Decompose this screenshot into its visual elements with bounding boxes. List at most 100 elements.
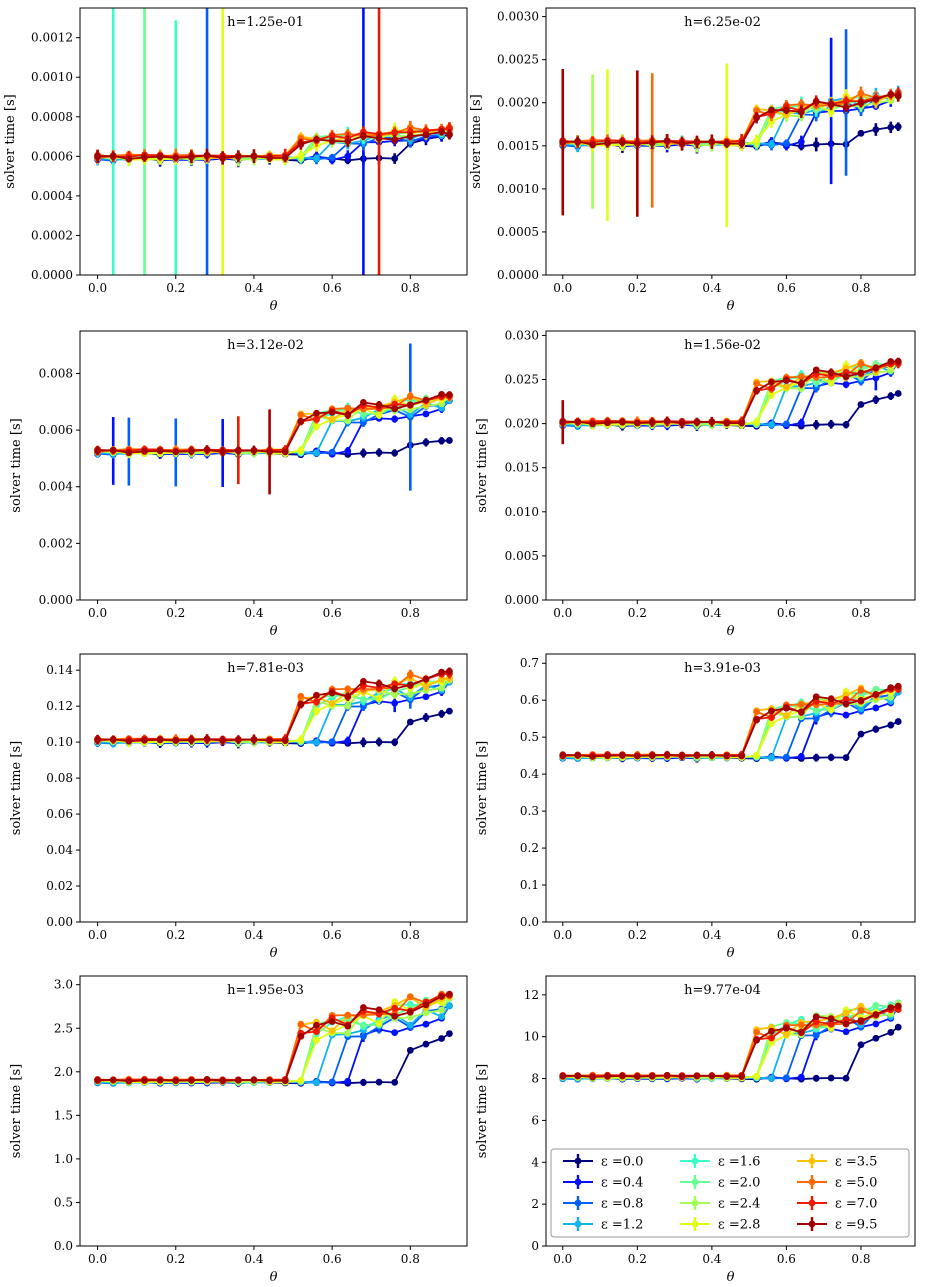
data-point <box>438 128 445 136</box>
data-point <box>297 140 305 148</box>
series-eps-0.0 <box>559 1023 902 1083</box>
data-point <box>446 707 453 715</box>
y-tick-label: 0.04 <box>46 843 73 857</box>
data-point <box>406 132 414 140</box>
y-tick-label: 0.0005 <box>497 225 539 239</box>
y-tick-label: 0.0006 <box>31 149 73 163</box>
series-eps-9.5 <box>559 1002 902 1081</box>
subplot-2: 0.0 0.2 0.4 0.6 0.8 θ 0.0000 0.0005 0.0010 0.0015… <box>469 7 916 314</box>
panel-title: h=1.25e-01 <box>227 15 304 30</box>
plot-area <box>559 682 902 763</box>
data-point <box>812 1074 820 1082</box>
subplot-4: 0.0 0.2 0.4 0.6 0.8 θ 0.000 0.005 0.010 0.015 0.02… <box>475 328 916 639</box>
data-point <box>109 1076 117 1084</box>
data-point <box>313 1078 320 1086</box>
data-point <box>797 1021 805 1029</box>
data-point <box>768 140 775 148</box>
x-axis-label: θ <box>270 946 278 961</box>
series-eps-0.0 <box>559 121 902 154</box>
x-tick-label: 0.4 <box>244 928 263 942</box>
subplot-5: 0.0 0.2 0.4 0.6 0.8 θ 0.00 0.02 0.04 0.06 0.08 0.10… <box>9 653 468 961</box>
x-tick-label: 0.2 <box>166 606 185 620</box>
data-point <box>156 1076 164 1084</box>
data-point <box>872 1034 880 1042</box>
data-point <box>812 421 820 429</box>
data-point <box>827 379 835 387</box>
data-point <box>446 391 453 399</box>
data-point <box>328 154 336 161</box>
data-point <box>797 1073 805 1081</box>
data-point <box>827 1020 835 1028</box>
data-point <box>708 751 716 759</box>
series-eps-7.0 <box>559 685 902 760</box>
data-point <box>797 373 805 381</box>
data-point <box>446 125 453 133</box>
data-point <box>827 108 835 116</box>
y-tick-label: 0.7 <box>520 656 539 670</box>
data-point <box>857 89 865 97</box>
data-point <box>857 1007 865 1014</box>
data-point <box>574 138 582 145</box>
data-point <box>872 126 880 133</box>
series-eps-2.8 <box>94 8 453 275</box>
data-point <box>406 671 414 678</box>
plot-area <box>559 29 902 228</box>
data-point <box>693 138 701 146</box>
data-point <box>753 107 760 115</box>
data-point <box>812 384 820 392</box>
data-point <box>313 415 320 423</box>
series-eps-9.5 <box>559 682 902 761</box>
data-point <box>768 707 775 715</box>
data-point <box>297 1076 305 1084</box>
data-point <box>894 92 902 100</box>
data-point <box>887 721 895 729</box>
data-point <box>827 706 835 714</box>
data-point <box>827 1074 835 1082</box>
data-point <box>797 138 805 146</box>
data-point <box>313 698 320 706</box>
data-point <box>753 387 760 395</box>
x-tick-label: 0.8 <box>401 928 420 942</box>
data-point <box>783 704 790 712</box>
data-point <box>768 713 775 721</box>
data-point <box>406 718 414 726</box>
data-point <box>738 752 746 760</box>
y-tick-label: 0.0025 <box>497 53 539 67</box>
data-point <box>797 385 805 393</box>
data-point <box>344 404 352 412</box>
data-point <box>887 684 895 692</box>
data-point <box>887 123 895 131</box>
data-point <box>297 701 305 708</box>
data-point <box>360 703 367 710</box>
y-tick-label: 0.005 <box>505 549 539 563</box>
y-tick-label: 0.0 <box>54 1239 73 1253</box>
data-point <box>328 448 336 456</box>
y-tick-label: 0.0010 <box>31 70 73 84</box>
data-point <box>360 1021 367 1029</box>
data-point <box>375 1006 383 1014</box>
data-point <box>406 401 414 409</box>
subplot-3: 0.0 0.2 0.4 0.6 0.8 θ 0.000 0.002 0.004 0.006 0.00… <box>9 330 468 639</box>
data-point <box>328 689 336 697</box>
data-point <box>406 681 414 689</box>
x-tick-label: 0.4 <box>702 606 721 620</box>
series-eps-3.5 <box>94 993 453 1085</box>
data-point <box>446 990 453 998</box>
data-point <box>857 129 865 137</box>
data-point <box>406 1008 414 1016</box>
data-point <box>109 735 117 743</box>
data-point <box>297 1020 305 1028</box>
y-tick-label: 0.008 <box>39 366 73 380</box>
data-point <box>857 99 865 107</box>
data-point <box>753 114 760 122</box>
panel-title: h=3.91e-03 <box>684 661 761 676</box>
data-point <box>203 1076 211 1083</box>
series-eps-3.5 <box>94 392 453 456</box>
data-point <box>438 1006 445 1014</box>
x-tick-label: 0.0 <box>88 1252 107 1266</box>
data-point <box>360 419 367 427</box>
data-point <box>250 1076 258 1084</box>
data-point <box>723 419 731 427</box>
y-axis-label: solver time [s] <box>9 741 24 835</box>
